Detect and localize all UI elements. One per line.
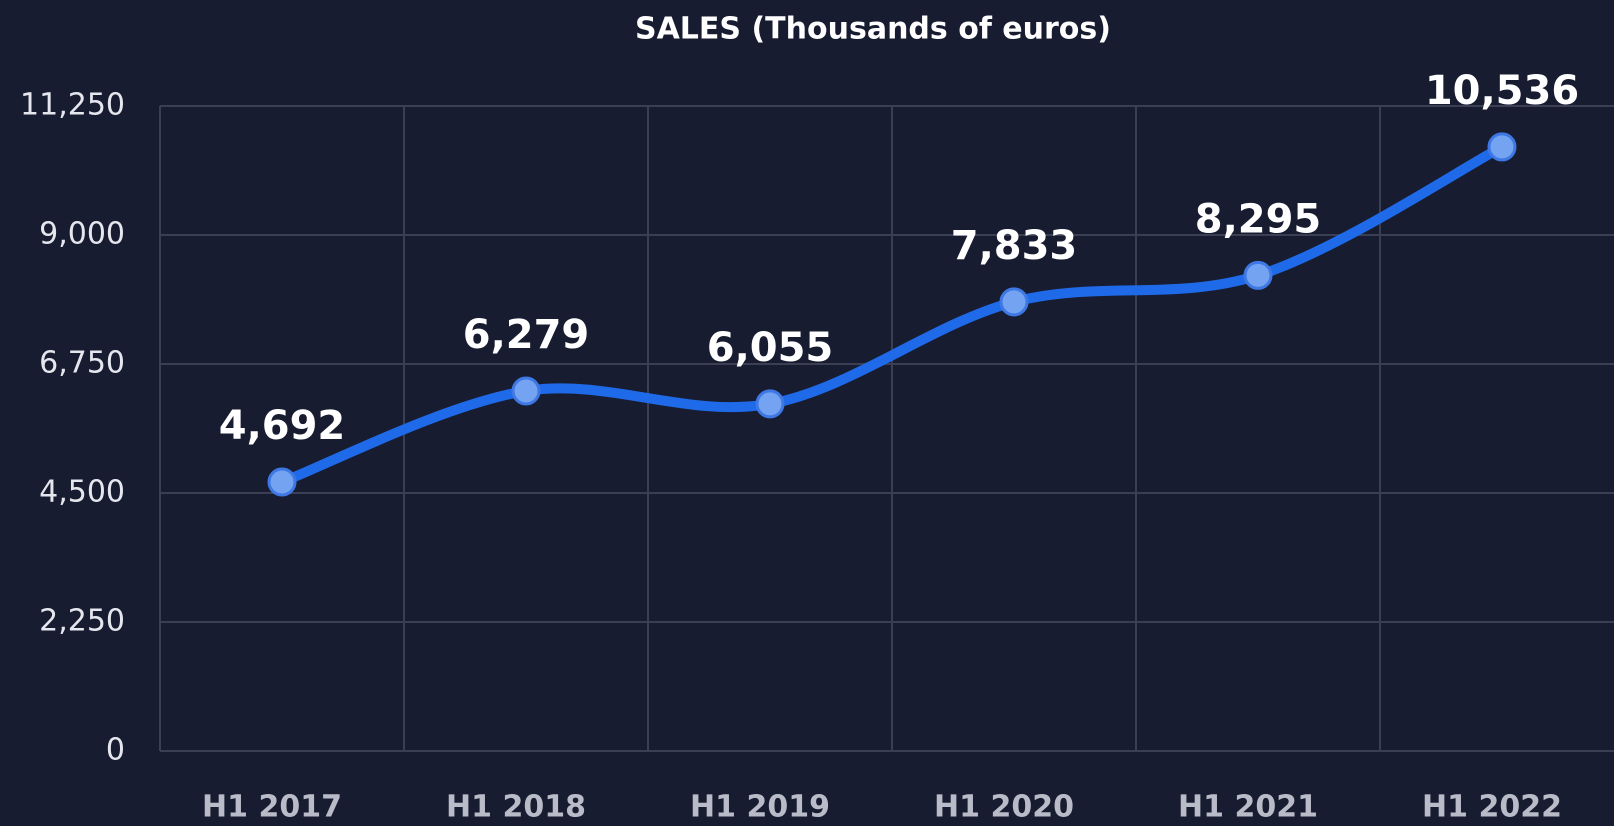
value-label: 10,536 bbox=[1425, 68, 1579, 114]
y-tick-label: 9,000 bbox=[39, 217, 125, 252]
value-label: 4,692 bbox=[219, 403, 346, 449]
value-label: 6,279 bbox=[463, 312, 590, 358]
point bbox=[1487, 132, 1517, 162]
point bbox=[511, 376, 541, 406]
y-tick-label: 0 bbox=[106, 733, 125, 768]
y-tick-label: 6,750 bbox=[39, 346, 125, 381]
point bbox=[755, 389, 785, 419]
x-tick-label: H1 2019 bbox=[690, 790, 830, 825]
x-tick-label: H1 2022 bbox=[1422, 790, 1562, 825]
value-label: 6,055 bbox=[707, 325, 834, 371]
chart-title: SALES (Thousands of euros) bbox=[635, 12, 1111, 47]
value-label: 7,833 bbox=[951, 223, 1078, 269]
point bbox=[999, 287, 1029, 317]
point bbox=[267, 467, 297, 497]
x-tick-label: H1 2017 bbox=[202, 790, 342, 825]
x-tick-label: H1 2018 bbox=[446, 790, 586, 825]
y-tick-label: 4,500 bbox=[39, 475, 125, 510]
y-tick-label: 11,250 bbox=[20, 88, 125, 123]
x-tick-label: H1 2021 bbox=[1178, 790, 1318, 825]
line bbox=[277, 141, 1507, 487]
value-label: 8,295 bbox=[1195, 196, 1322, 242]
point bbox=[1243, 260, 1273, 290]
x-tick-label: H1 2020 bbox=[934, 790, 1074, 825]
y-tick-label: 2,250 bbox=[39, 604, 125, 639]
